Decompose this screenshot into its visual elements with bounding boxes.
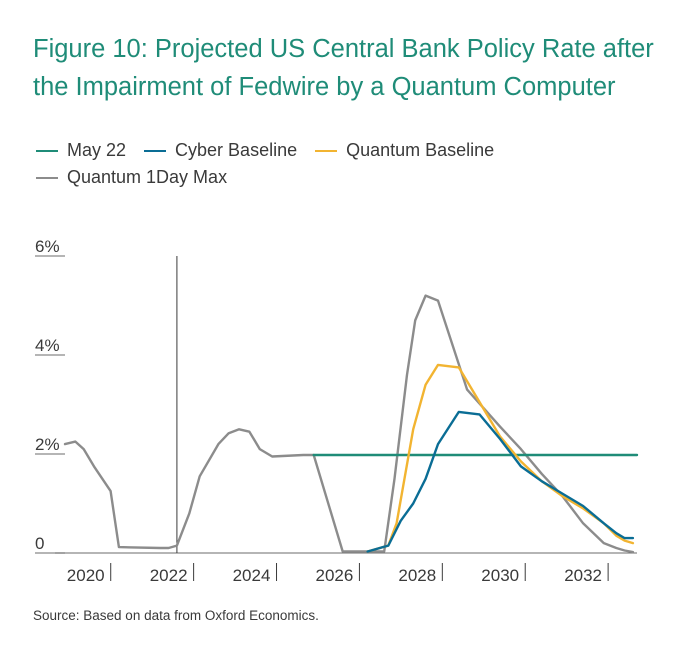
x-tick-label-1: 2022 <box>150 566 188 585</box>
x-tick-label-3: 2026 <box>316 566 354 585</box>
y-tick-label-1: 2% <box>35 435 60 454</box>
legend-label-cyber-baseline: Cyber Baseline <box>175 140 298 160</box>
series-line-quantum-baseline <box>366 363 635 553</box>
legend-item-may22: May 22 <box>36 140 126 161</box>
x-tick-label-4: 2028 <box>398 566 436 585</box>
chart-title: Figure 10: Projected US Central Bank Pol… <box>33 35 654 101</box>
y-tick-label-2: 4% <box>35 336 60 355</box>
x-tick-label-5: 2030 <box>481 566 519 585</box>
legend-item-cyber-baseline: Cyber Baseline <box>144 140 297 161</box>
x-tick-label-6: 2032 <box>564 566 602 585</box>
x-tick-label-2: 2024 <box>233 566 271 585</box>
legend-swatch-quantum-1day-max <box>36 176 58 179</box>
legend-label-may22: May 22 <box>67 140 127 160</box>
x-tick-label-0: 2020 <box>67 566 105 585</box>
legend-item-quantum-baseline: Quantum Baseline <box>315 140 494 161</box>
legend-row-1: May 22 Cyber Baseline Quantum Baseline <box>36 139 636 162</box>
legend-swatch-cyber-baseline <box>144 149 167 152</box>
legend-label-quantum-baseline: Quantum Baseline <box>346 140 495 160</box>
legend-swatch-may22 <box>36 149 58 152</box>
series-line-quantum-1day-max <box>63 294 635 554</box>
source-note: Source: Based on data from Oxford Econom… <box>33 608 319 623</box>
series-line-cyber-baseline <box>366 410 635 553</box>
legend-item-quantum-1day-max: Quantum 1Day Max <box>36 167 227 188</box>
legend-swatch-quantum-baseline <box>315 149 338 152</box>
y-tick-label-0: 0 <box>35 534 44 553</box>
legend-row-2: Quantum 1Day Max <box>36 166 636 189</box>
chart-legend: May 22 Cyber Baseline Quantum Baseline Q… <box>36 139 636 193</box>
legend-label-quantum-1day-max: Quantum 1Day Max <box>67 167 228 187</box>
y-tick-label-3: 6% <box>35 237 60 256</box>
